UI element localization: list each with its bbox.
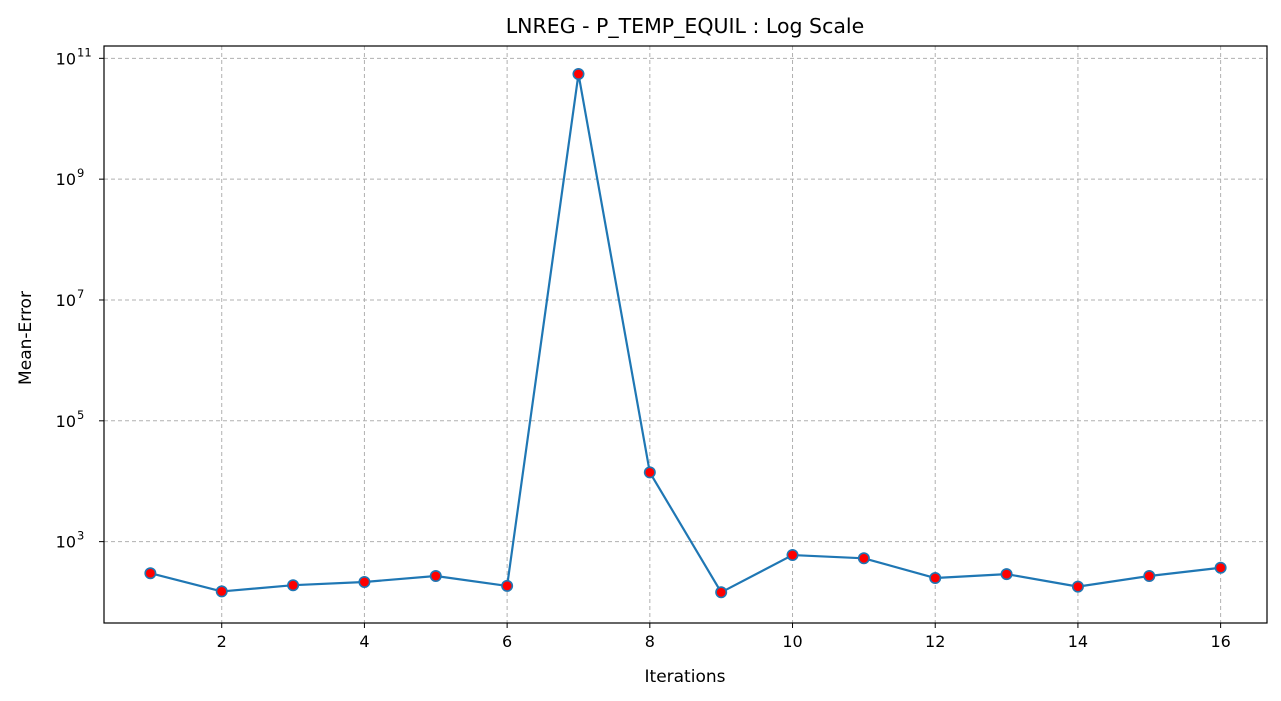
y-tick-exponent: 11	[77, 45, 92, 59]
data-point	[1000, 568, 1013, 581]
y-tick-base: 10	[56, 533, 76, 552]
data-point	[1143, 569, 1156, 582]
y-tick-base: 10	[56, 49, 76, 68]
x-tick-label: 4	[359, 632, 369, 651]
y-tick-exponent: 3	[77, 529, 84, 543]
y-tick-exponent: 7	[77, 287, 84, 301]
data-point	[929, 572, 942, 585]
x-tick-label: 6	[502, 632, 512, 651]
x-axis-title: Iterations	[645, 667, 726, 687]
data-point	[215, 585, 228, 598]
x-tick-label: 8	[645, 632, 655, 651]
data-point	[786, 549, 799, 562]
x-tick-label: 10	[782, 632, 802, 651]
x-axis: 2 4 6 8 10 12 14 16	[217, 623, 1231, 651]
y-tick-exponent: 5	[77, 408, 84, 422]
data-point	[144, 567, 157, 580]
chart-title: LNREG - P_TEMP_EQUIL : Log Scale	[506, 14, 864, 39]
data-point	[501, 579, 514, 592]
y-tick-label: 10 5	[56, 408, 85, 431]
x-tick-label: 12	[925, 632, 945, 651]
y-tick-exponent: 9	[77, 166, 84, 180]
marker-group	[144, 68, 1227, 599]
y-tick-label: 10 9	[56, 166, 85, 189]
grid	[104, 46, 1267, 623]
y-tick-label: 10 11	[56, 45, 92, 68]
series-line	[150, 72, 1221, 594]
data-point	[358, 575, 371, 588]
x-tick-label: 2	[217, 632, 227, 651]
data-point	[643, 466, 656, 479]
data-point	[572, 68, 585, 81]
y-tick-label: 10 3	[56, 529, 85, 552]
x-tick-label: 16	[1210, 632, 1230, 651]
y-tick-base: 10	[56, 291, 76, 310]
series-line-group	[150, 72, 1221, 594]
data-point	[1214, 561, 1227, 574]
data-point	[429, 569, 442, 582]
y-tick-base: 10	[56, 412, 76, 431]
plot-area-frame	[103, 45, 1268, 624]
y-axis-title: Mean-Error	[16, 291, 36, 385]
data-point	[1071, 580, 1084, 593]
y-tick-base: 10	[56, 170, 76, 189]
data-point	[857, 552, 870, 565]
data-point	[287, 579, 300, 592]
y-tick-label: 10 7	[56, 287, 85, 310]
x-tick-label: 14	[1068, 632, 1088, 651]
data-point	[715, 586, 728, 599]
